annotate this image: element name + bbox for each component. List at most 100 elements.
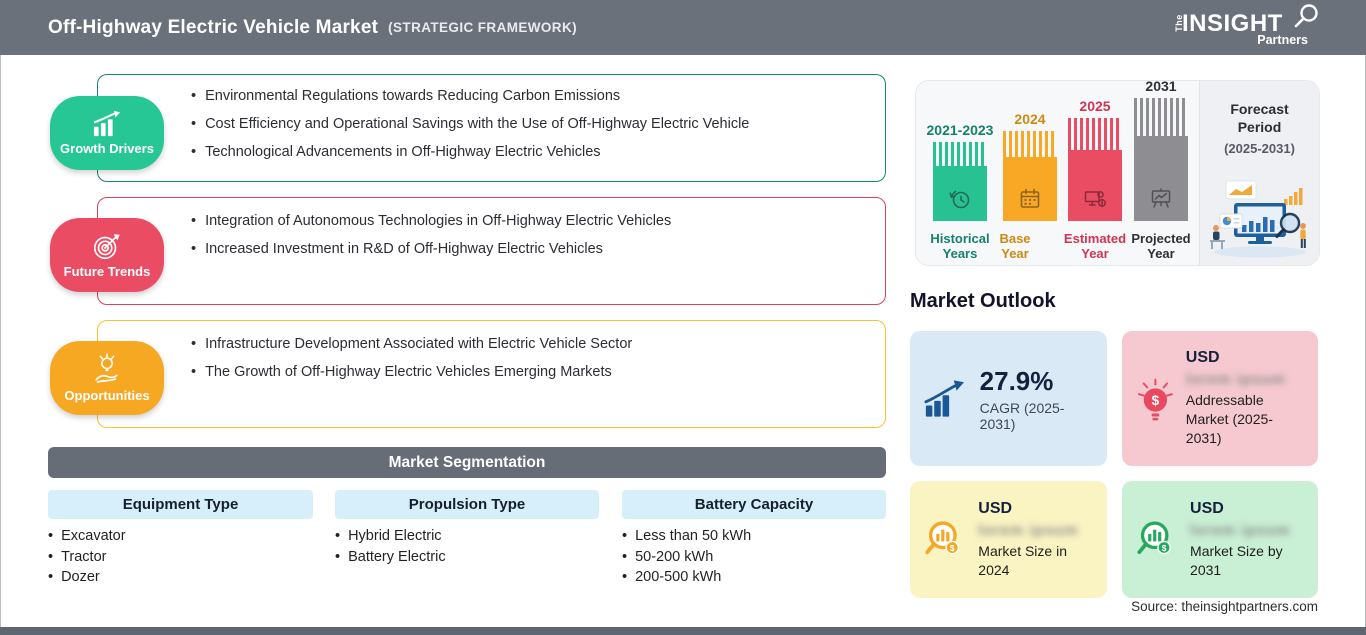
page-subtitle: (STRATEGIC FRAMEWORK) (388, 20, 578, 35)
badge-label: Future Trends (63, 264, 151, 279)
list-item: Battery Electric (335, 547, 446, 568)
bar-stripes (933, 142, 987, 166)
page-title: Off-Highway Electric Vehicle Market (48, 16, 379, 38)
timeline-card: 2021-2023 2024 2025 2031 Historical Year… (915, 78, 1320, 266)
card-label: Addressable Market (2025-2031) (1185, 392, 1273, 446)
growth-chart-icon (93, 110, 121, 137)
calendar-icon (1020, 188, 1040, 208)
propulsion-type-list: Hybrid Electric Battery Electric (335, 526, 446, 567)
currency-label: USD (1190, 499, 1224, 517)
market-size-2031-card: $ USD lorem ipsum Market Size by 2031 (1122, 481, 1318, 598)
list-item: Infrastructure Development Associated wi… (191, 337, 865, 352)
bar-stripes (1003, 131, 1057, 157)
year-label-historical: 2021-2023 (926, 122, 994, 138)
bar-caption-base: Base Year (999, 231, 1031, 262)
growth-drivers-badge: Growth Drivers (50, 96, 164, 170)
future-trends-box: Integration of Autonomous Technologies i… (97, 197, 886, 305)
market-size-2024-card: $ USD lorem ipsum Market Size in 2024 (910, 481, 1107, 598)
forecast-panel: Forecast Period (2025-2031) (1199, 81, 1319, 265)
svg-text:$: $ (1162, 542, 1167, 552)
opportunities-badge: Opportunities (50, 341, 164, 415)
list-item: Less than 50 kWh (622, 526, 751, 547)
list-item: Dozer (48, 567, 126, 588)
bulb-hand-icon (95, 353, 118, 384)
growth-drivers-box: Environmental Regulations towards Reduci… (97, 74, 886, 182)
future-trends-badge: Future Trends (50, 218, 164, 292)
badge-label: Opportunities (64, 388, 150, 403)
left-border (0, 55, 1, 627)
bulb-dollar-icon: $ (1137, 378, 1173, 420)
bar-caption-estimated: Estimated Year (1063, 231, 1127, 262)
presentation-chart-icon (1151, 188, 1171, 208)
list-item: Hybrid Electric (335, 526, 446, 547)
market-segmentation-header: Market Segmentation (48, 447, 886, 478)
forecast-period-title: Forecast Period (1230, 101, 1289, 135)
card-label: Market Size by 2031 (1190, 542, 1283, 578)
logo-partners-text: Partners (1257, 33, 1308, 47)
segment-header-propulsion-type: Propulsion Type (335, 490, 599, 519)
insight-partners-logo: The INSIGHT Partners (1174, 4, 1318, 49)
cagr-label: CAGR (2025-2031) (979, 399, 1065, 432)
history-clock-icon (949, 190, 970, 209)
opportunities-list: Infrastructure Development Associated wi… (191, 337, 865, 380)
market-size-2031-text: USD lorem ipsum Market Size by 2031 (1190, 500, 1306, 580)
list-item: Cost Efficiency and Operational Savings … (191, 117, 865, 132)
equipment-type-list: Excavator Tractor Dozer (48, 526, 126, 588)
svg-text:$: $ (950, 542, 955, 552)
bar-stripes (1134, 98, 1188, 136)
magnifier-icon (1294, 4, 1318, 28)
masked-value: lorem ipsum (978, 521, 1079, 539)
year-label-estimated: 2025 (1079, 98, 1111, 114)
magnifier-chart-icon: $ (1137, 521, 1171, 554)
list-item: The Growth of Off-Highway Electric Vehic… (191, 365, 865, 380)
cagr-value: 27.9% (979, 365, 1054, 396)
list-item: Excavator (48, 526, 125, 547)
logo-insight-text: INSIGHT (1182, 10, 1283, 37)
source-attribution: Source: theinsightpartners.com (1131, 599, 1318, 614)
opportunities-box: Infrastructure Development Associated wi… (97, 320, 886, 428)
growth-chart-icon (924, 379, 965, 417)
bar-caption-historical: Historical Years (930, 231, 990, 262)
cagr-card: 27.9% CAGR (2025-2031) (910, 331, 1107, 466)
header: Off-Highway Electric Vehicle Market (STR… (0, 0, 1366, 55)
monitor-gear-icon (1084, 191, 1106, 207)
masked-value: lorem ipsum (1190, 521, 1291, 539)
future-trends-list: Integration of Autonomous Technologies i… (191, 214, 865, 257)
addressable-market-text: USD lorem ipsum Addressable Market (2025… (1186, 349, 1306, 448)
bar-solid (1134, 136, 1188, 221)
bar-solid (1003, 157, 1057, 221)
segment-header-battery-capacity: Battery Capacity (622, 490, 886, 519)
list-item: Increased Investment in R&D of Off-Highw… (191, 242, 865, 257)
timeline-bar-historical (933, 142, 987, 221)
bar-stripes (1068, 118, 1122, 150)
target-icon (93, 234, 120, 260)
market-size-2024-text: USD lorem ipsum Market Size in 2024 (978, 500, 1095, 580)
forecast-period-range: (2025-2031) (1224, 141, 1295, 156)
masked-value: lorem ipsum (1185, 371, 1286, 389)
year-label-base: 2024 (1014, 111, 1046, 127)
currency-label: USD (1185, 349, 1220, 367)
badge-label: Growth Drivers (60, 141, 154, 156)
list-item: 50-200 kWh (622, 547, 751, 568)
timeline-bar-base (1003, 131, 1057, 221)
analytics-illustration (1210, 180, 1306, 258)
year-label-projected: 2031 (1145, 78, 1177, 94)
bottom-bar (0, 627, 1366, 635)
growth-drivers-list: Environmental Regulations towards Reduci… (191, 89, 865, 160)
list-item: Environmental Regulations towards Reduci… (191, 89, 865, 104)
list-item: 200-500 kWh (622, 567, 751, 588)
segment-header-equipment-type: Equipment Type (48, 490, 313, 519)
list-item: Integration of Autonomous Technologies i… (191, 214, 865, 229)
cagr-text: 27.9% CAGR (2025-2031) (980, 366, 1095, 432)
card-label: Market Size in 2024 (978, 542, 1067, 578)
bar-solid (933, 166, 987, 221)
currency-label: USD (978, 499, 1013, 517)
addressable-market-card: $ USD lorem ipsum Addressable Market (20… (1122, 331, 1318, 466)
timeline-bar-projected (1134, 98, 1188, 221)
bar-caption-projected: Projected Year (1131, 231, 1191, 262)
bar-solid (1068, 150, 1122, 221)
timeline-bar-estimated (1068, 118, 1122, 221)
list-item: Technological Advancements in Off-Highwa… (191, 145, 865, 160)
magnifier-chart-icon: $ (925, 520, 960, 554)
